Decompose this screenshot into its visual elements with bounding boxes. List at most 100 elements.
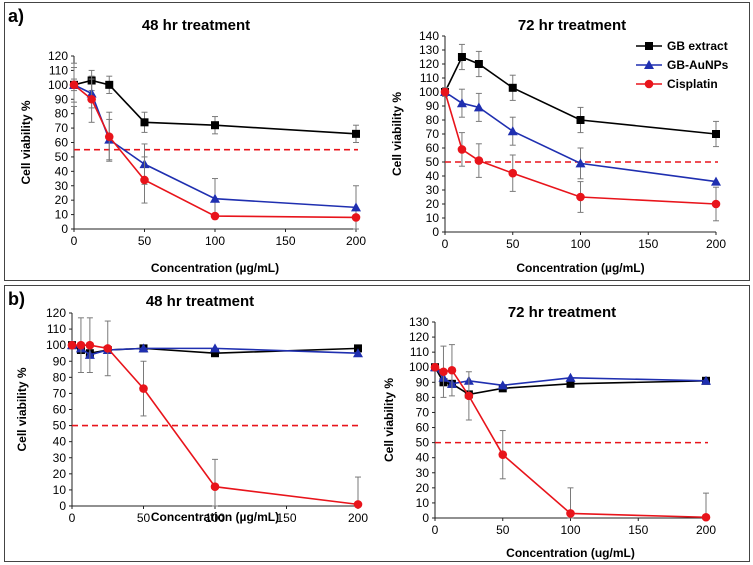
y-tick-label: 110 bbox=[47, 322, 66, 336]
data-point bbox=[576, 192, 585, 202]
y-tick-label: 90 bbox=[55, 92, 69, 106]
legend: GB extract GB-AuNPs Cisplatin bbox=[636, 39, 729, 91]
data-point bbox=[139, 384, 148, 393]
data-point bbox=[456, 98, 467, 108]
x-axis-label: Concentration (µg/mL) bbox=[151, 510, 279, 524]
data-point bbox=[69, 80, 79, 90]
data-point bbox=[210, 343, 220, 353]
y-tick-label: 0 bbox=[422, 511, 429, 525]
legend-marker bbox=[645, 42, 653, 50]
data-point bbox=[464, 391, 474, 401]
x-tick-label: 200 bbox=[696, 523, 716, 537]
legend-item-gb-aunps: GB-AuNPs bbox=[636, 58, 729, 72]
data-point bbox=[105, 80, 114, 89]
y-tick-label: 110 bbox=[49, 63, 68, 77]
y-tick-label: 130 bbox=[419, 43, 439, 57]
series-gb-aunps bbox=[69, 78, 361, 230]
y-tick-label: 90 bbox=[426, 99, 440, 113]
x-tick-label: 0 bbox=[442, 237, 449, 251]
y-tick-label: 10 bbox=[55, 208, 69, 222]
y-tick-label: 10 bbox=[416, 496, 430, 510]
data-point bbox=[701, 512, 711, 522]
series-gb-extract bbox=[70, 67, 360, 143]
data-point bbox=[351, 213, 361, 222]
x-tick-label: 50 bbox=[506, 237, 520, 251]
series-cisplatin bbox=[69, 62, 361, 222]
y-tick-label: 90 bbox=[53, 354, 67, 368]
y-tick-label: 80 bbox=[55, 107, 69, 121]
panel-a-label: a) bbox=[8, 6, 24, 26]
chart-title: 48 hr treatment bbox=[142, 17, 250, 34]
y-tick-label: 20 bbox=[53, 467, 67, 481]
x-tick-label: 200 bbox=[346, 234, 366, 248]
data-point bbox=[138, 343, 149, 353]
y-tick-label: 40 bbox=[53, 435, 67, 449]
x-tick-label: 50 bbox=[137, 511, 151, 525]
y-axis-label: Cell viability % bbox=[390, 92, 404, 176]
data-point bbox=[701, 375, 711, 385]
y-tick-label: 70 bbox=[53, 386, 67, 400]
x-tick-label: 100 bbox=[570, 237, 590, 251]
data-point bbox=[210, 211, 220, 221]
y-tick-label: 50 bbox=[426, 155, 440, 169]
y-axis-label: Cell viability % bbox=[15, 367, 29, 451]
y-tick-label: 130 bbox=[409, 315, 429, 329]
data-point bbox=[508, 168, 518, 178]
data-point bbox=[87, 94, 96, 104]
data-point bbox=[508, 83, 517, 92]
x-tick-label: 200 bbox=[348, 511, 368, 525]
data-point bbox=[566, 509, 575, 518]
data-point bbox=[576, 116, 585, 124]
y-tick-label: 40 bbox=[55, 164, 69, 178]
series-line bbox=[444, 55, 717, 135]
y-tick-label: 110 bbox=[410, 345, 429, 359]
y-tick-label: 40 bbox=[426, 169, 440, 183]
y-tick-label: 30 bbox=[55, 179, 69, 193]
y-tick-label: 20 bbox=[416, 481, 430, 495]
y-tick-label: 70 bbox=[55, 121, 69, 135]
data-point bbox=[140, 118, 149, 127]
y-tick-label: 0 bbox=[59, 499, 66, 513]
y-tick-label: 90 bbox=[416, 375, 430, 389]
data-point bbox=[352, 129, 360, 138]
y-tick-label: 120 bbox=[419, 57, 439, 71]
y-tick-label: 60 bbox=[426, 141, 440, 155]
x-tick-label: 0 bbox=[69, 511, 76, 525]
y-tick-label: 120 bbox=[46, 306, 66, 320]
y-tick-label: 0 bbox=[432, 225, 439, 239]
x-tick-label: 0 bbox=[71, 234, 78, 248]
data-point bbox=[473, 102, 484, 112]
chart-title: 48 hr treatment bbox=[146, 293, 254, 310]
series-gb-aunps bbox=[440, 87, 721, 186]
data-point bbox=[430, 362, 440, 372]
data-point bbox=[566, 379, 575, 388]
y-tick-label: 100 bbox=[409, 360, 429, 374]
series-cisplatin bbox=[440, 87, 721, 222]
x-tick-label: 150 bbox=[275, 234, 295, 248]
y-tick-label: 30 bbox=[53, 451, 67, 465]
data-point bbox=[353, 348, 363, 358]
y-tick-label: 20 bbox=[426, 197, 440, 211]
legend-marker bbox=[644, 79, 654, 89]
data-point bbox=[210, 482, 220, 492]
y-tick-label: 40 bbox=[416, 451, 430, 465]
y-tick-label: 120 bbox=[409, 330, 429, 344]
data-point bbox=[76, 340, 86, 350]
y-tick-label: 80 bbox=[53, 370, 67, 384]
data-point bbox=[211, 121, 219, 130]
data-point bbox=[474, 156, 484, 165]
y-tick-label: 100 bbox=[48, 78, 68, 92]
data-point bbox=[711, 176, 721, 186]
series-line bbox=[73, 84, 357, 209]
data-point bbox=[67, 340, 77, 350]
data-point bbox=[507, 126, 518, 136]
x-axis-label: Concentration (µg/mL) bbox=[151, 261, 279, 275]
x-tick-label: 100 bbox=[560, 523, 580, 537]
data-point bbox=[211, 349, 219, 358]
y-axis-label: Cell viability % bbox=[19, 100, 33, 184]
x-tick-label: 100 bbox=[205, 234, 225, 248]
legend-item-cisplatin: Cisplatin bbox=[636, 77, 718, 91]
